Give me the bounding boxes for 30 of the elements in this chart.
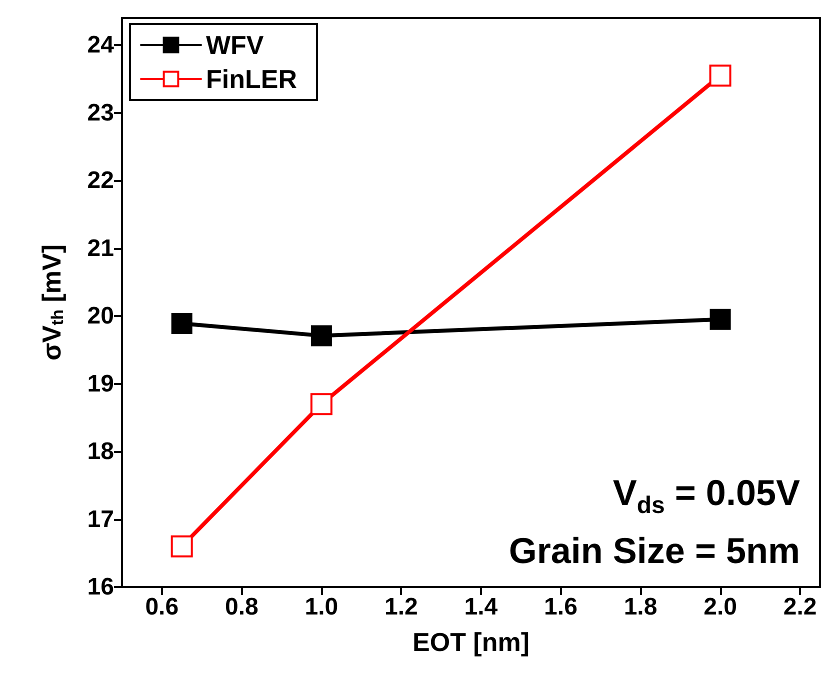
y-tick-label: 18 (87, 438, 114, 466)
x-tick-label: 0.6 (145, 594, 179, 620)
x-tick-label: 2.0 (704, 594, 737, 620)
x-tick-label: 2.2 (783, 594, 817, 620)
y-tick-label: 22 (87, 167, 114, 194)
y-tick-label: 20 (87, 302, 114, 330)
legend-label: WFV (206, 30, 264, 60)
point (310, 393, 332, 416)
x-tick-label: 1.8 (624, 594, 658, 620)
x-tick-label: 1.4 (464, 594, 498, 620)
annotation: V$_{ds}$ = 0.05V (612, 472, 800, 522)
x-tick-label: 1.6 (544, 594, 578, 620)
x-tick-label: 1.0 (304, 594, 338, 620)
x-tick-label: 0.8 (224, 594, 258, 620)
x-tick-label: 1.2 (384, 594, 418, 620)
point (710, 308, 731, 330)
y-tick-label: 19 (87, 370, 114, 398)
y-tick-label: 17 (87, 506, 114, 533)
x-axis-title: EOT [nm] (412, 627, 530, 657)
legend-label: FinLER (206, 64, 298, 94)
y-tick-label: 16 (87, 574, 114, 600)
y-axis-title: σVth [mV] (36, 244, 67, 361)
y-tick-label: 24 (87, 32, 115, 59)
point (310, 325, 332, 346)
y-tick-label: 23 (87, 99, 114, 126)
point (709, 64, 732, 87)
y-tick-label: 21 (87, 234, 114, 262)
point (171, 313, 192, 334)
annotation: Grain Size = 5nm (508, 530, 800, 571)
point (170, 535, 193, 558)
